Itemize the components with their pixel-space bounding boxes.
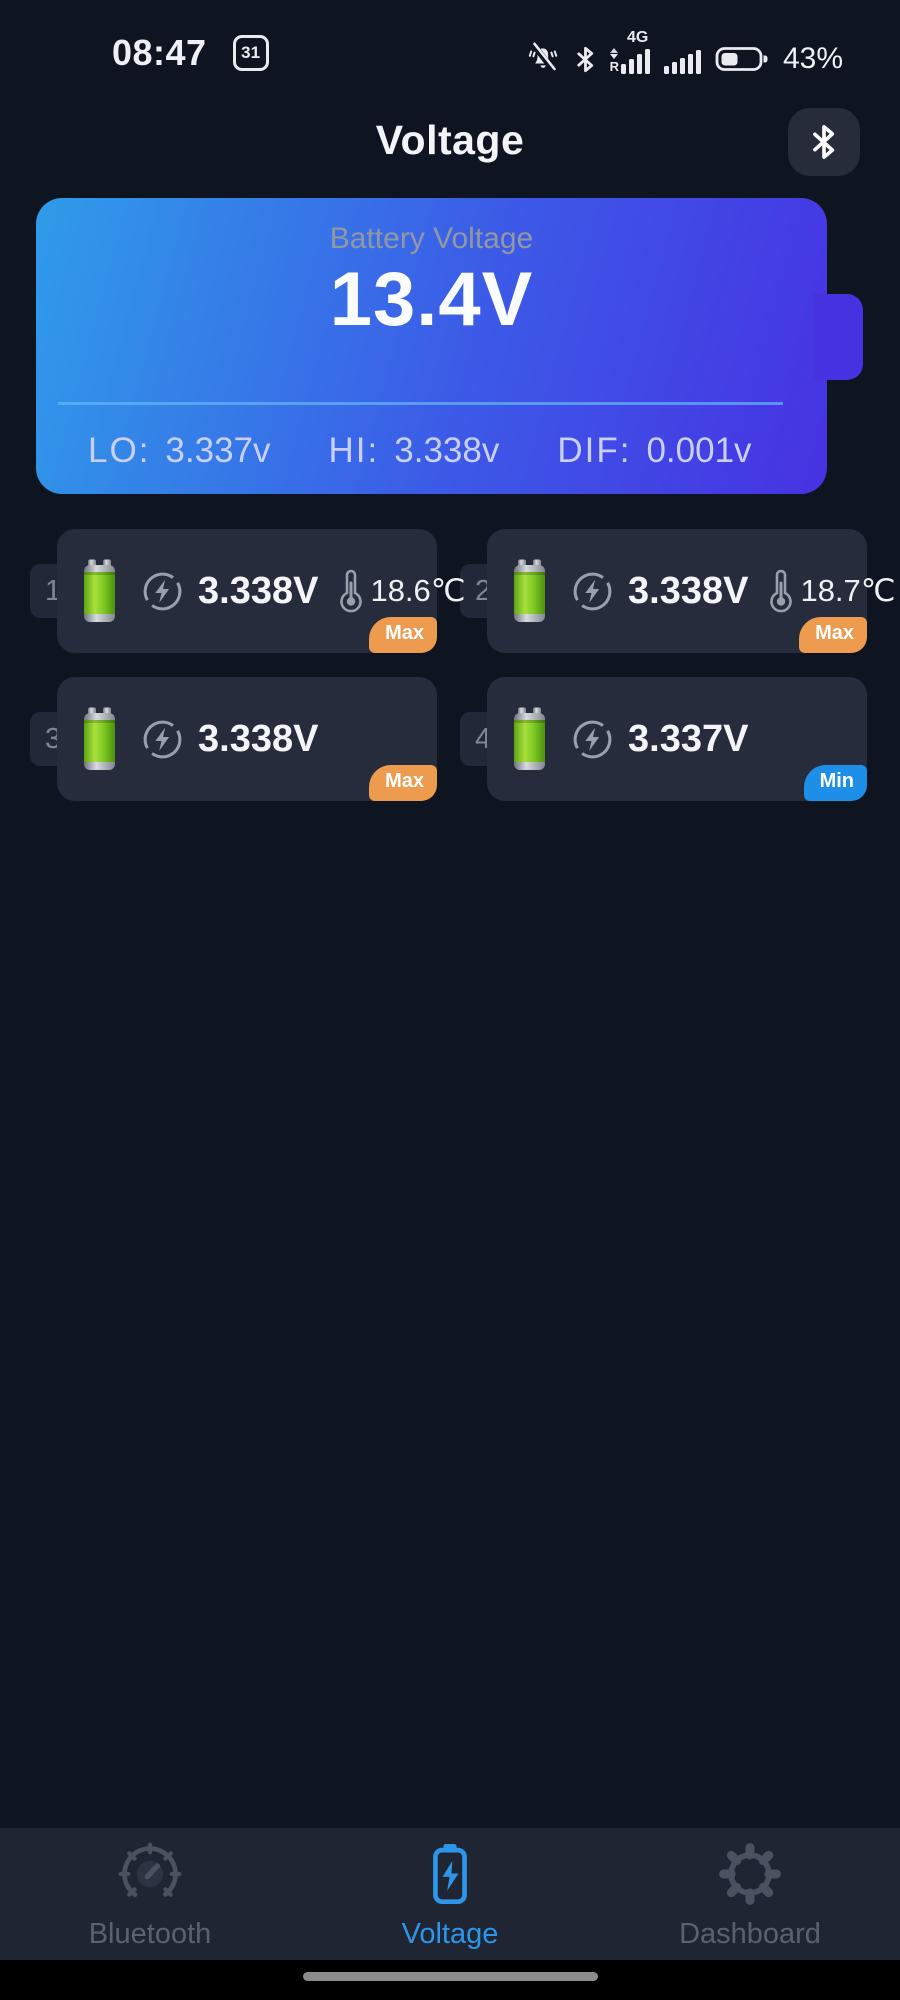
cell-voltage: 3.338V <box>140 569 318 614</box>
cell-card-4: 4 3.337V Min <box>460 677 867 801</box>
tab-label: Dashboard <box>679 1917 821 1950</box>
stat-hi: HI: 3.338v <box>328 431 500 470</box>
cell-grid: 1 3.338V <box>30 529 896 801</box>
clock-time: 08:47 <box>112 32 207 73</box>
battery-voltage-card: Battery Voltage 13.4V LO: 3.337v HI: 3.3… <box>36 198 863 494</box>
cell-card-3: 3 3.338V Max <box>30 677 437 801</box>
gauge-icon <box>118 1842 182 1902</box>
status-bar: 08:47 31 R 4G <box>0 0 900 92</box>
divider <box>58 402 783 405</box>
tab-label: Voltage <box>401 1917 499 1950</box>
stat-dif: DIF: 0.001v <box>557 431 752 470</box>
status-left: 08:47 31 <box>112 32 269 74</box>
voltage-stats-row: LO: 3.337v HI: 3.338v DIF: 0.001v <box>88 431 827 471</box>
mute-icon <box>528 41 557 72</box>
cell-voltage: 3.338V <box>140 717 318 762</box>
status-right: R 4G 43% <box>525 29 843 75</box>
voltage-icon <box>573 720 612 758</box>
battery-bolt-icon <box>433 1843 467 1904</box>
max-badge: Max <box>369 617 437 653</box>
battery-status-icon <box>715 46 768 71</box>
cell-card-1: 1 3.338V <box>30 529 466 653</box>
battery-level-icon <box>514 559 545 622</box>
network-type-label: 4G <box>626 28 649 46</box>
tab-dashboard[interactable]: Dashboard <box>600 1828 900 1960</box>
roaming-label: R <box>609 58 619 74</box>
max-badge: Max <box>799 617 867 653</box>
arrow-up-icon <box>610 47 619 53</box>
cell-voltage: 3.338V <box>570 569 748 614</box>
bluetooth-icon <box>576 46 593 72</box>
thermometer-icon <box>340 569 363 613</box>
card-tab-nub <box>813 294 863 380</box>
page-title: Voltage <box>375 116 525 163</box>
signal-4g-bars-icon: R 4G <box>609 29 650 74</box>
tab-bar: Bluetooth Voltage Dashboard <box>0 1828 900 1960</box>
tab-label: Bluetooth <box>88 1917 212 1950</box>
cell-voltage: 3.337V <box>570 717 748 762</box>
bluetooth-icon <box>813 125 835 159</box>
voltage-icon <box>143 720 182 758</box>
voltage-icon <box>143 572 182 610</box>
thermometer-icon <box>770 569 793 613</box>
battery-level-icon <box>84 707 115 770</box>
signal-bars-primary <box>620 48 650 74</box>
summary-label: Battery Voltage <box>329 222 534 255</box>
battery-level-icon <box>514 707 545 770</box>
bottom-strip <box>0 1960 900 2000</box>
gear-icon <box>719 1842 781 1905</box>
stat-lo: LO: 3.337v <box>88 431 271 470</box>
arrow-down-icon <box>610 53 619 59</box>
max-badge: Max <box>369 765 437 801</box>
tab-voltage[interactable]: Voltage <box>300 1828 600 1960</box>
tab-bluetooth[interactable]: Bluetooth <box>0 1828 300 1960</box>
signal-bars-icon <box>663 49 701 74</box>
cell-temperature: 18.7℃ <box>770 568 896 614</box>
cell-temperature: 18.6℃ <box>340 568 466 614</box>
calendar-icon: 31 <box>232 35 269 71</box>
bluetooth-button[interactable] <box>788 108 860 176</box>
battery-level-icon <box>84 559 115 622</box>
roaming-indicator: R <box>609 47 619 74</box>
voltage-icon <box>573 572 612 610</box>
battery-percent: 43% <box>782 41 843 75</box>
home-indicator[interactable] <box>302 1972 598 1981</box>
min-badge: Min <box>803 765 867 801</box>
total-voltage-value: 13.4V <box>329 257 534 342</box>
app-header: Voltage <box>0 92 900 188</box>
cell-card-2: 2 3.338V <box>460 529 896 653</box>
calendar-day: 31 <box>241 43 261 62</box>
